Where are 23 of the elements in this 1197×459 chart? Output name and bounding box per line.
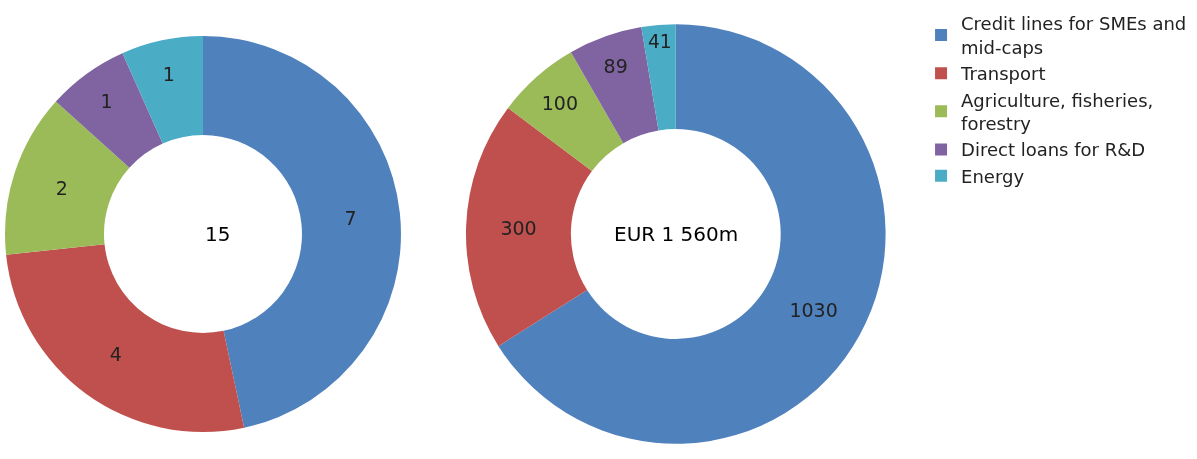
legend-label: Transport	[960, 63, 1046, 85]
legend-label: Energy	[961, 165, 1025, 187]
data-label: 300	[500, 216, 537, 239]
donut-slice	[641, 24, 676, 131]
donut-slice	[6, 244, 245, 432]
donut-slice	[55, 53, 163, 168]
donut-slice	[202, 36, 401, 428]
legend-label: Agriculture, fisheries, forestry	[961, 89, 1154, 135]
data-label: 1	[100, 90, 113, 113]
data-label: 89	[603, 55, 628, 78]
legend-label: Credit lines for SMEs and mid-caps	[961, 13, 1187, 58]
text: EUR 1 560m	[614, 222, 739, 246]
data-label: 7	[344, 207, 357, 230]
legend-label: Direct loans for R&D	[961, 139, 1146, 161]
data-label: 1	[162, 62, 175, 85]
donut-slice	[122, 36, 203, 144]
data-label: 2	[55, 177, 68, 200]
data-label: 4	[109, 343, 122, 366]
data-label: 1030	[789, 298, 838, 321]
donut-slice	[498, 24, 886, 444]
text: 15	[205, 222, 231, 246]
data-label: 100	[541, 92, 578, 115]
data-label: 41	[647, 30, 672, 52]
